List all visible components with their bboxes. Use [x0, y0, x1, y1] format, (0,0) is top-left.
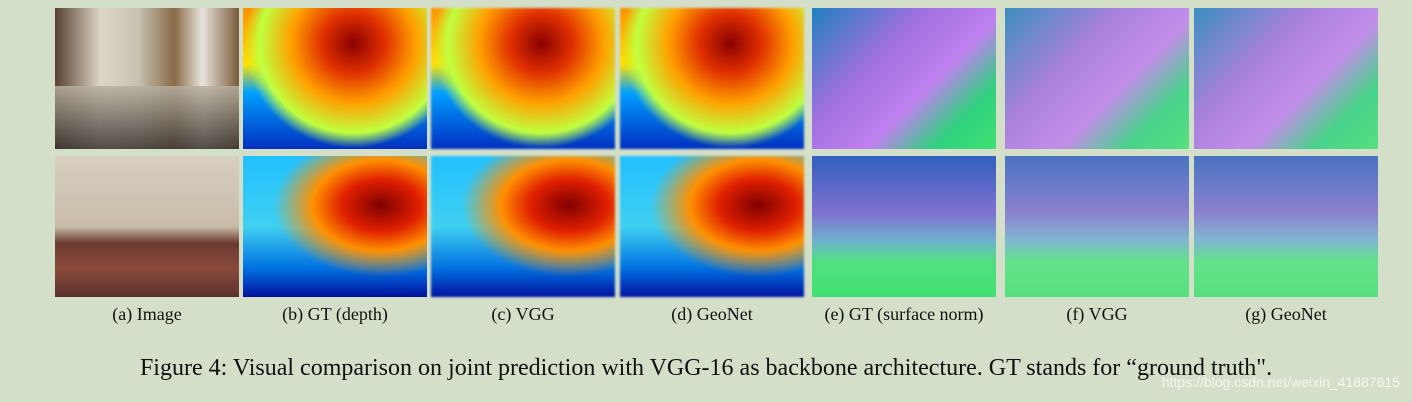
panel-label: (f) VGG [1066, 304, 1128, 324]
normal-map [812, 156, 996, 297]
panel-label: (b) GT (depth) [282, 304, 388, 324]
depth-map [431, 156, 615, 297]
panel-label: (g) GeoNet [1245, 304, 1327, 324]
depth-map [620, 156, 804, 297]
figure-caption: Figure 4: Visual comparison on joint pre… [139, 355, 1273, 381]
depth-map [431, 8, 615, 149]
normal-map [1005, 156, 1189, 297]
panel-label: (d) GeoNet [671, 304, 753, 324]
panel-label: (a) Image [112, 304, 182, 324]
normal-map [1194, 8, 1378, 149]
depth-map [620, 8, 804, 149]
normal-map [1194, 156, 1378, 297]
watermark: https://blog.csdn.net/weixin_41887615 [1161, 374, 1400, 390]
panel-label: (c) VGG [491, 304, 555, 324]
depth-map [243, 156, 427, 297]
normal-map [1005, 8, 1189, 149]
photo [55, 156, 239, 297]
panel-label: (e) GT (surface norm) [824, 304, 984, 324]
photo [55, 8, 239, 149]
depth-map [243, 8, 427, 149]
normal-map [812, 8, 996, 149]
